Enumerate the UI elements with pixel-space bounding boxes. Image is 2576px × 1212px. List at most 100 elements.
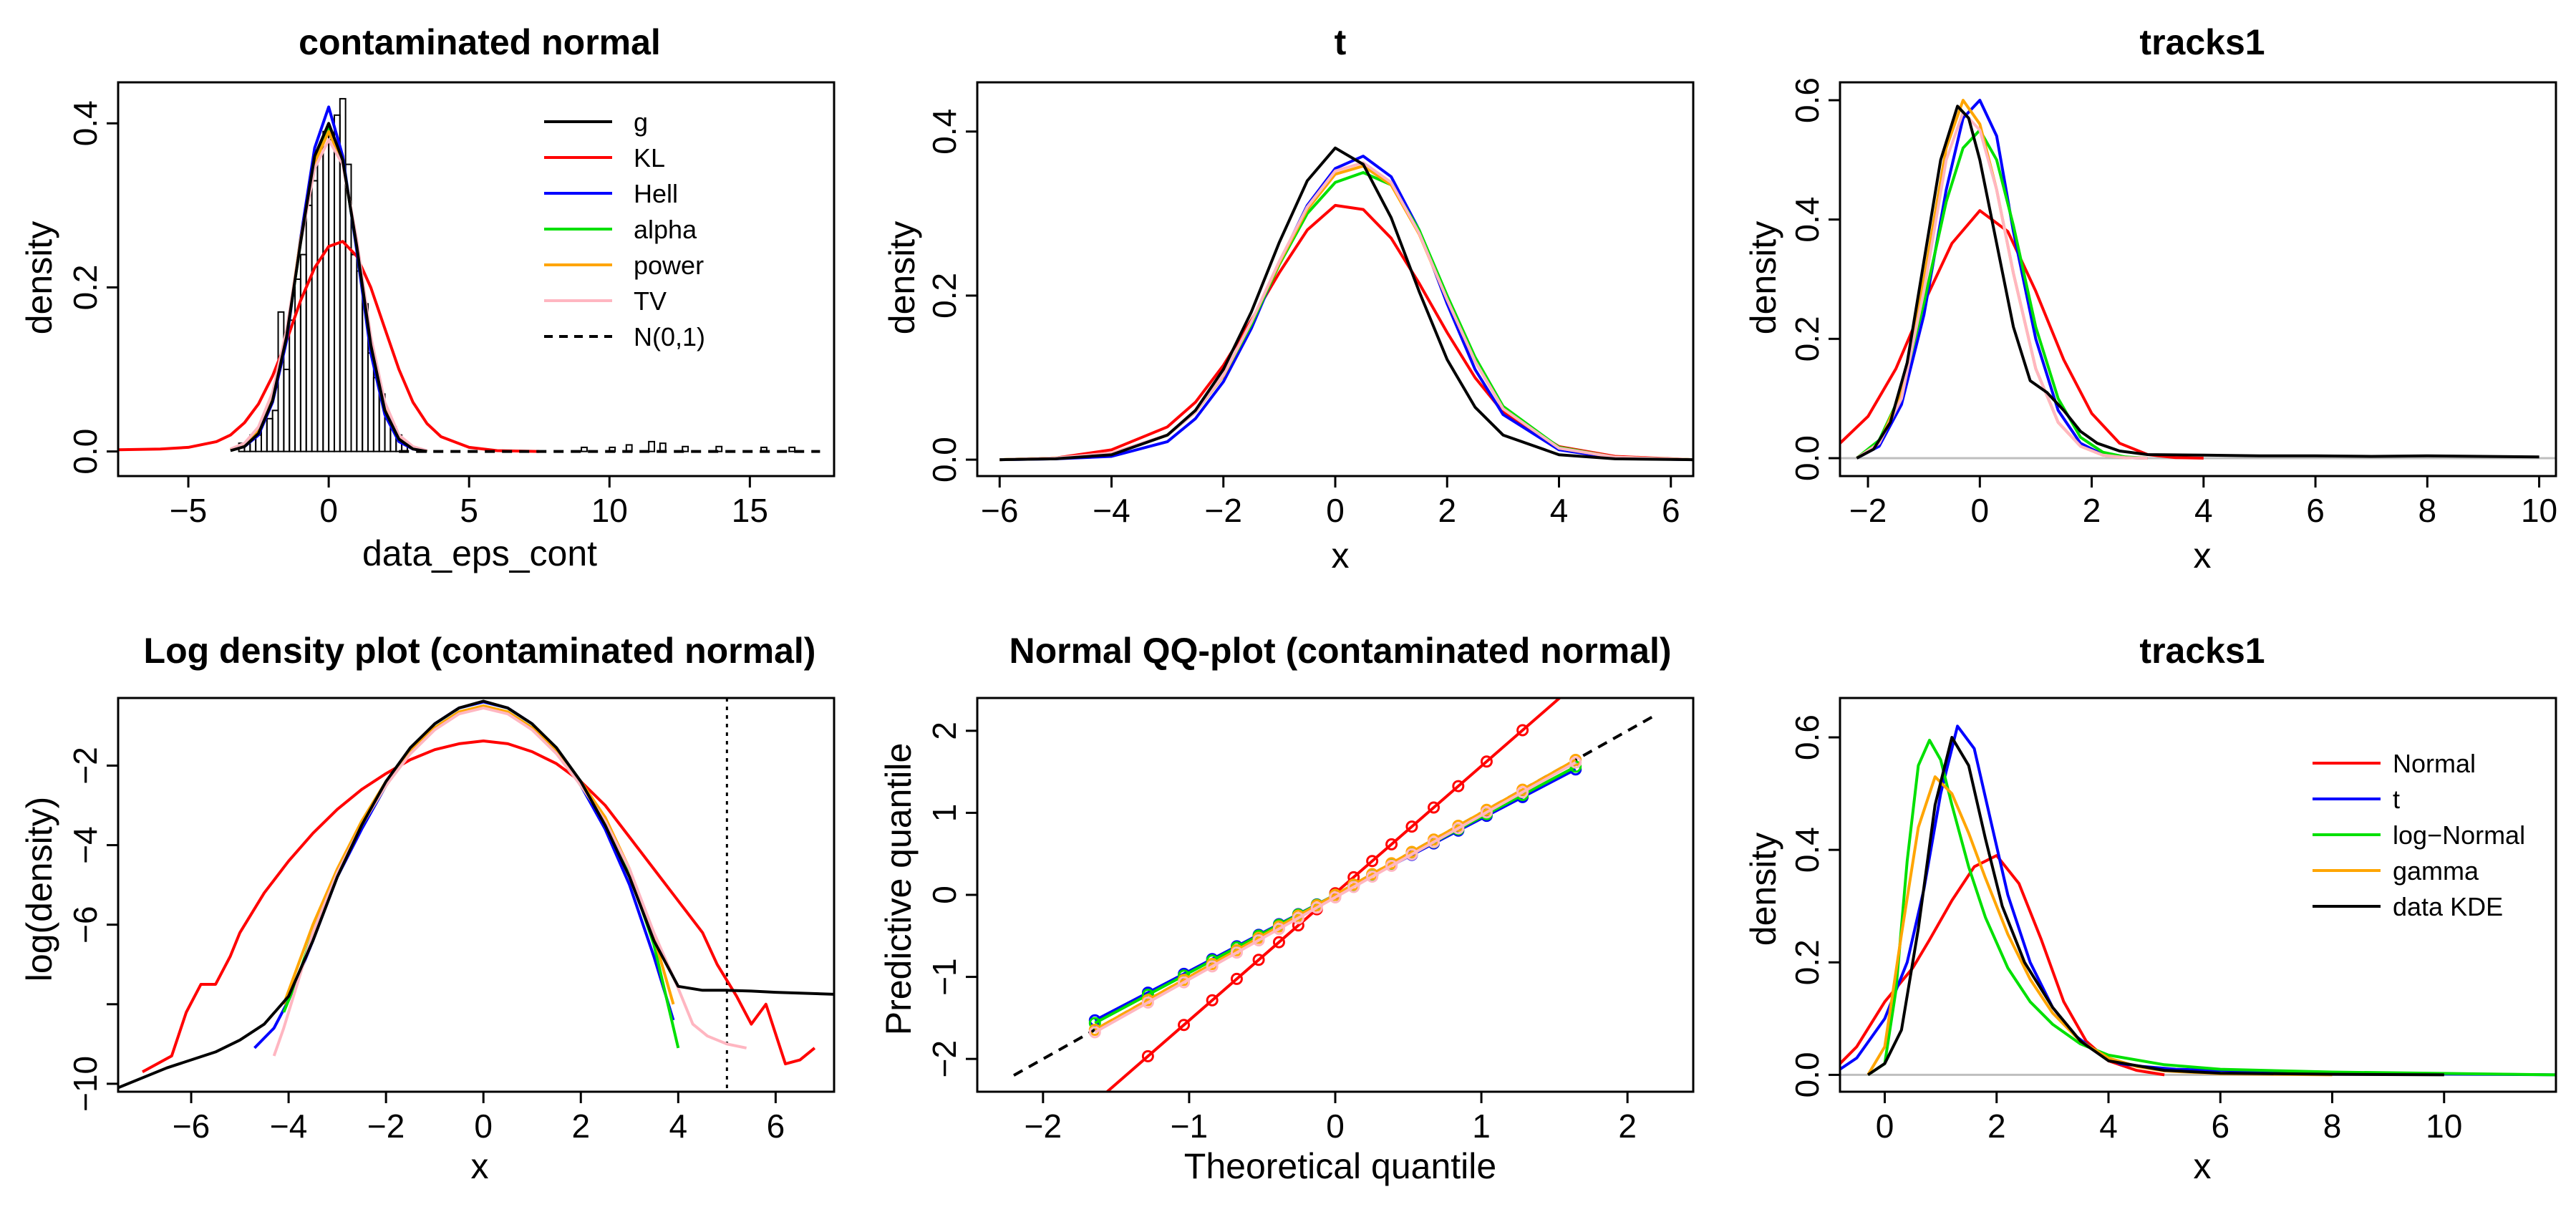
qq-point-pink	[1252, 934, 1265, 946]
qq-point-pink	[1569, 756, 1582, 769]
x-tick-label: 2	[1438, 492, 1456, 529]
x-axis: −5 0 5 10 15	[170, 476, 768, 529]
plot-area	[118, 97, 820, 453]
qq-line-pink	[1094, 761, 1577, 1034]
qq-point-red	[1272, 936, 1285, 949]
series-line-blue	[999, 155, 1693, 462]
y-axis-label: density	[882, 221, 922, 334]
x-axis-label: x	[1332, 535, 1350, 576]
legend-label: g	[634, 107, 648, 137]
x-tick-label: 6	[767, 1107, 785, 1145]
legend-entry: TV	[544, 286, 667, 316]
legend: Normal t log−Normal gamma data KDE	[2313, 749, 2525, 921]
x-tick-label: −2	[1849, 492, 1887, 529]
x-tick-label: −2	[367, 1107, 405, 1145]
legend-label: Hell	[634, 179, 678, 208]
y-tick-label: 0.0	[926, 437, 963, 483]
histogram-bar	[581, 446, 588, 452]
legend-entry: t	[2313, 785, 2400, 814]
series-line-orange	[282, 704, 675, 1005]
series-line-black	[1856, 105, 2539, 460]
qq-point-red	[1141, 1049, 1154, 1062]
x-tick-label: 2	[1987, 1107, 2006, 1145]
legend-label: log−Normal	[2393, 820, 2525, 850]
y-tick-label: −6	[67, 906, 104, 943]
qq-point-pink	[1428, 835, 1440, 848]
legend-entry: N(0,1)	[544, 322, 705, 352]
qq-point-pink	[1366, 870, 1379, 883]
x-tick-label: −4	[1093, 492, 1130, 529]
histogram-bar	[648, 440, 656, 452]
x-tick-label: 0	[1326, 492, 1345, 529]
qq-point-pink	[1516, 786, 1529, 799]
qq-point-pink	[1272, 923, 1285, 936]
y-axis-label: density	[19, 221, 59, 334]
x-tick-label: 8	[2418, 492, 2437, 529]
histogram-bar	[715, 445, 723, 452]
y-tick-label: 0.0	[1788, 1052, 1826, 1097]
x-tick-label: −2	[1205, 492, 1242, 529]
legend-label: Normal	[2393, 749, 2476, 778]
legend-entry: KL	[544, 143, 665, 173]
qq-point-red	[1385, 838, 1398, 850]
legend-label: TV	[634, 286, 667, 316]
y-tick-label: 1	[926, 804, 963, 823]
qq-point-red	[1178, 1019, 1191, 1032]
y-tick-label: 0.4	[1788, 827, 1826, 873]
panel-title: tracks1	[2139, 22, 2265, 62]
x-tick-label: 8	[2323, 1107, 2342, 1145]
x-tick-label: 1	[1472, 1107, 1491, 1145]
qq-point-red	[1252, 954, 1265, 966]
y-tick-label: 0.6	[1788, 714, 1826, 760]
x-tick-label: 0	[1326, 1107, 1345, 1145]
x-axis-label: x	[2194, 1146, 2212, 1186]
x-tick-label: 4	[2194, 492, 2213, 529]
qq-point-pink	[1385, 859, 1398, 872]
y-tick-label: 0.4	[1788, 197, 1826, 243]
qq-line-red	[1105, 698, 1562, 1092]
panel-title: tracks1	[2139, 631, 2265, 671]
y-tick-label: 0.2	[1788, 316, 1826, 362]
qq-point-pink	[1480, 806, 1493, 819]
legend: g KL Hell alpha power TV N(0,1)	[544, 107, 705, 352]
y-tick-label: −4	[67, 826, 104, 863]
qq-point-pink	[1292, 911, 1304, 924]
panel-title: contaminated normal	[299, 22, 661, 62]
qq-line-orange	[1094, 758, 1577, 1032]
legend-entry: alpha	[544, 215, 697, 244]
series-line-pink	[1856, 110, 2148, 460]
legend-label: gamma	[2393, 856, 2479, 886]
plot-area	[999, 146, 1693, 462]
x-axis: −6 −4 −2 0 2 4 6	[981, 476, 1680, 529]
x-tick-label: −2	[1025, 1107, 1062, 1145]
y-tick-label: 0.2	[926, 273, 963, 319]
qq-point-pink	[1329, 891, 1342, 903]
y-axis: 0.0 0.2 0.4	[926, 109, 977, 483]
legend-entry: power	[544, 251, 704, 280]
x-tick-label: 0	[1876, 1107, 1894, 1145]
y-tick-label: 0.2	[67, 264, 104, 310]
qq-point-red	[1452, 780, 1465, 792]
qq-point-red	[1428, 801, 1440, 814]
y-tick-label: −2	[926, 1040, 963, 1077]
y-tick-label: 0.4	[67, 100, 104, 146]
y-tick-label: −2	[67, 747, 104, 784]
legend-label: t	[2393, 785, 2400, 814]
x-tick-label: −5	[170, 492, 207, 529]
y-axis-label: log(density)	[19, 797, 59, 981]
x-tick-label: 4	[1550, 492, 1569, 529]
plot-area	[1840, 724, 2556, 1077]
x-tick-label: 6	[1662, 492, 1680, 529]
qq-point-pink	[1230, 946, 1243, 959]
panel-t: t x density −6 −4 −2 0 2 4 6 0.0 0.2 0.4	[882, 22, 1695, 576]
plot-area	[1013, 698, 1657, 1092]
panel-qq-plot: Normal QQ-plot (contaminated normal) The…	[878, 631, 1695, 1186]
x-tick-label: 10	[591, 492, 628, 529]
legend-label: alpha	[634, 215, 697, 244]
series-line-pink	[272, 706, 747, 1057]
x-tick-label: 5	[460, 492, 478, 529]
plot-frame	[117, 697, 836, 1093]
x-tick-label: 2	[1618, 1107, 1637, 1145]
